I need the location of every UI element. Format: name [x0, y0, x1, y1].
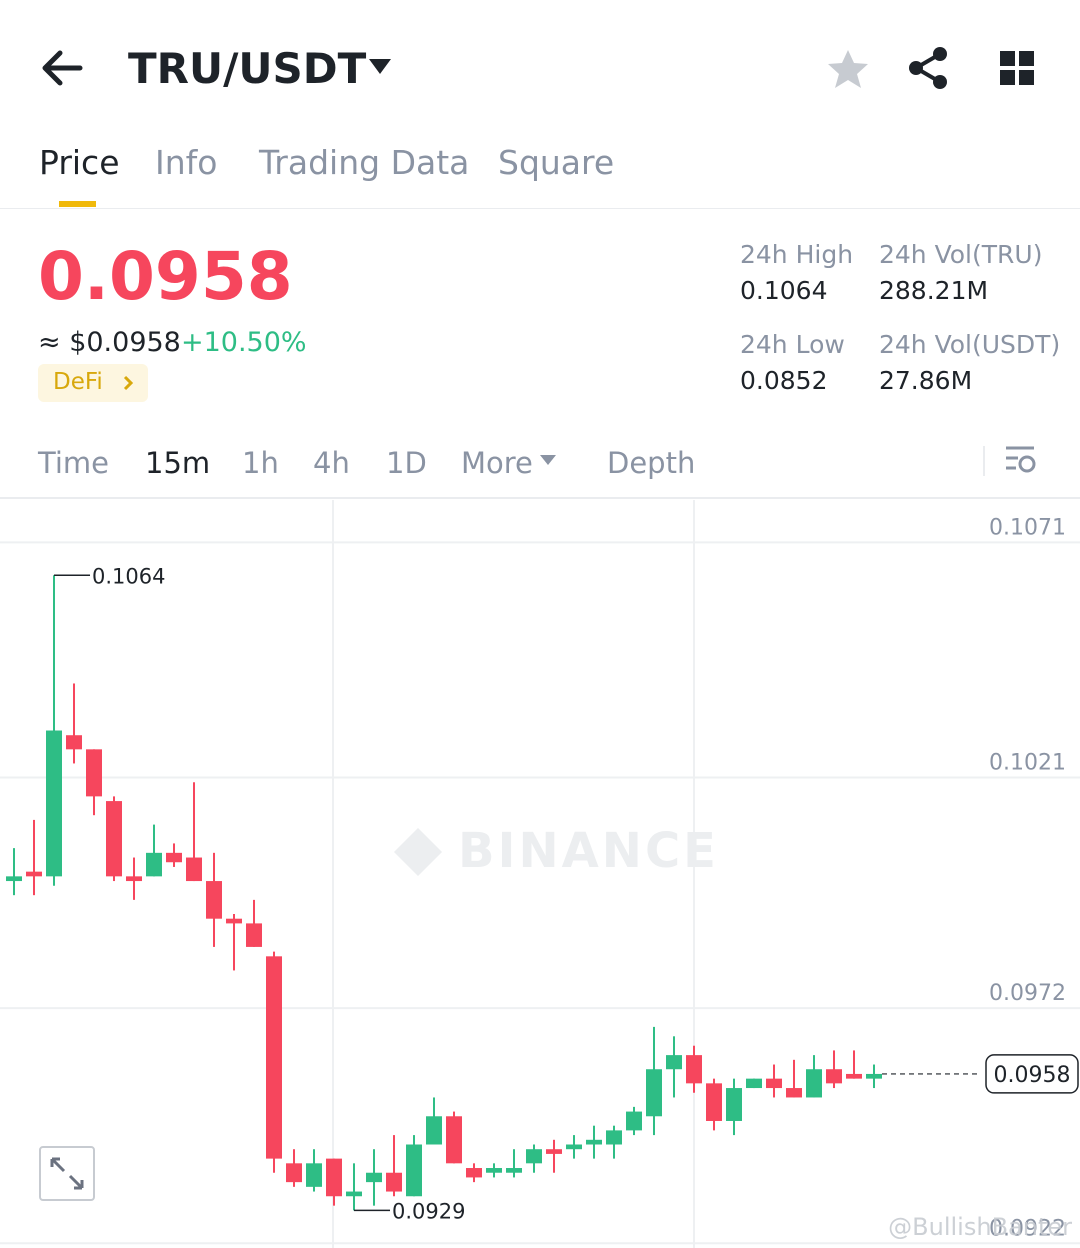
- candle-body: [166, 852, 182, 863]
- last-price-box: [985, 1054, 1079, 1094]
- candle-body: [726, 1088, 742, 1121]
- chart: BINANCE 0.1071 0.1021 0.0972 0.0922 0.1064 0.…: [0, 500, 1080, 1248]
- stat-label: 24h Low: [740, 330, 845, 359]
- interval[interactable]: 15m: [145, 446, 211, 480]
- watermark-logo: [394, 828, 442, 876]
- interval[interactable]: Time: [38, 446, 109, 480]
- candle-body: [6, 876, 22, 882]
- candle-body: [46, 730, 62, 877]
- candle-body: [706, 1083, 722, 1121]
- candle-body: [66, 735, 82, 750]
- divider: [983, 446, 985, 476]
- tag-label: DeFi: [53, 369, 103, 395]
- candle-body: [146, 852, 162, 877]
- stat-label: 24h Vol(TRU): [879, 240, 1043, 269]
- candle-body: [86, 749, 102, 797]
- chevron: [123, 375, 134, 391]
- last-price-label: 0.0958: [994, 1063, 1071, 1088]
- candle-body: [526, 1149, 542, 1164]
- tab-indicator: [59, 201, 96, 207]
- candle-body: [366, 1172, 382, 1183]
- stat-value: 288.21M: [879, 276, 989, 305]
- candle-body: [786, 1088, 802, 1098]
- y-tick-label: 0.1071: [989, 515, 1066, 540]
- stat-label: 24h Vol(USDT): [879, 330, 1061, 359]
- candle-body: [226, 918, 242, 924]
- tab-trading-data[interactable]: Trading Data: [259, 143, 470, 182]
- candle-body: [746, 1078, 762, 1089]
- tab-info[interactable]: Info: [155, 143, 218, 182]
- candle-body: [666, 1055, 682, 1070]
- candle-body: [186, 857, 202, 882]
- candle-body: [626, 1111, 642, 1131]
- tab-price[interactable]: Price: [39, 143, 120, 182]
- pair-dropdown[interactable]: [368, 58, 392, 76]
- tab-square[interactable]: Square: [498, 143, 615, 182]
- more-dropdown: [540, 455, 556, 465]
- stat-value: 0.0852: [740, 366, 828, 395]
- interval[interactable]: More: [461, 446, 533, 480]
- candle-body: [486, 1168, 502, 1173]
- share-button[interactable]: [906, 46, 950, 90]
- stat-value: 0.1064: [740, 276, 828, 305]
- interval[interactable]: Depth: [607, 446, 696, 480]
- pair-title[interactable]: TRU/USDT: [128, 44, 367, 93]
- candle-body: [606, 1130, 622, 1145]
- expand-button[interactable]: [39, 1146, 95, 1201]
- candle-body: [806, 1069, 822, 1098]
- candle-body: [106, 801, 122, 877]
- candle-body: [346, 1191, 362, 1197]
- y-tick-label: 0.1021: [989, 751, 1066, 776]
- chart-settings[interactable]: [1004, 444, 1038, 476]
- price-change: +10.50%: [181, 327, 307, 358]
- fiat-price: ≈ $0.0958: [38, 327, 181, 358]
- candle-body: [466, 1168, 482, 1178]
- back-button[interactable]: [40, 48, 84, 88]
- candle-body: [586, 1139, 602, 1145]
- layout-button[interactable]: [1000, 51, 1036, 87]
- stat-value: 27.86M: [879, 366, 973, 395]
- candle-body: [126, 876, 142, 882]
- min-annotation: 0.0929: [392, 1199, 465, 1223]
- interval[interactable]: 1h: [242, 446, 279, 480]
- y-tick-label: 0.0972: [989, 981, 1066, 1006]
- divider: [0, 497, 1080, 499]
- watermark: BINANCE: [458, 823, 719, 879]
- interval[interactable]: 1D: [386, 446, 427, 480]
- candle-body: [206, 881, 222, 919]
- credit-watermark: @BullishBanter: [888, 1213, 1072, 1241]
- candle-body: [446, 1116, 462, 1164]
- candle-body: [646, 1069, 662, 1117]
- candle-body: [286, 1163, 302, 1183]
- candle-body: [406, 1144, 422, 1197]
- candle-body: [426, 1116, 442, 1145]
- candle-body: [686, 1055, 702, 1084]
- max-annotation: 0.1064: [92, 564, 165, 588]
- tag-chip[interactable]: DeFi: [38, 364, 148, 402]
- candle-body: [246, 923, 262, 947]
- stat-label: 24h High: [740, 240, 854, 269]
- candle-body: [26, 871, 42, 877]
- candle-body: [766, 1078, 782, 1089]
- interval[interactable]: 4h: [313, 446, 350, 480]
- candle-body: [386, 1172, 402, 1192]
- y-tick-label: 0.0922: [989, 1216, 1066, 1241]
- candle-body: [866, 1073, 882, 1079]
- candle-body: [326, 1158, 342, 1197]
- divider: [0, 208, 1080, 209]
- candle-body: [546, 1149, 562, 1154]
- candle-body: [566, 1144, 582, 1150]
- candle-body: [506, 1168, 522, 1173]
- candle-body: [826, 1069, 842, 1084]
- candle-body: [306, 1163, 322, 1187]
- candle-body: [266, 956, 282, 1159]
- last-price: 0.0958: [38, 238, 293, 315]
- candle-body: [846, 1073, 862, 1079]
- favorite-star[interactable]: [826, 48, 870, 90]
